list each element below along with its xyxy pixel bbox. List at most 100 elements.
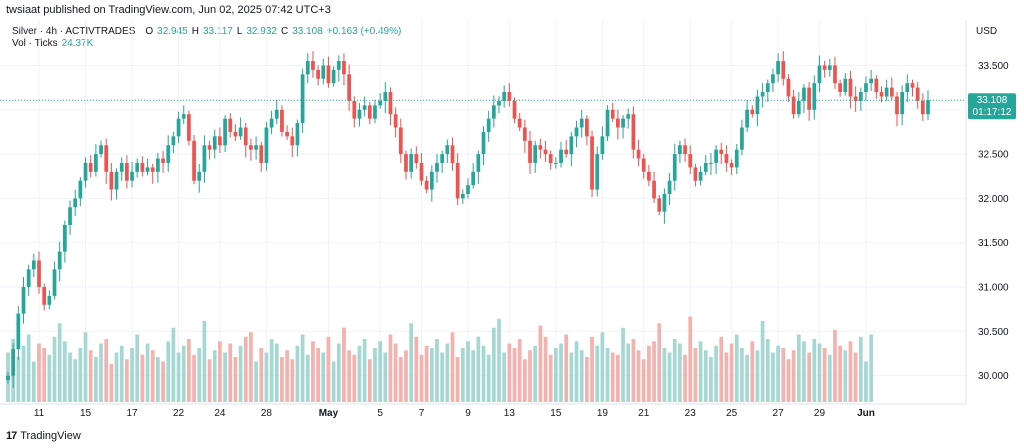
volume-bar — [486, 354, 491, 402]
candle-body — [879, 92, 884, 97]
volume-bar — [171, 327, 176, 402]
time-tick-label: 24 — [214, 408, 226, 419]
volume-bar — [802, 341, 806, 402]
candle-body — [192, 140, 196, 181]
volume-bar — [383, 352, 388, 402]
price-tick-label: 30.500 — [978, 327, 1009, 338]
volume-bar — [864, 361, 868, 402]
volume-bar — [822, 348, 827, 402]
volume-bar — [548, 354, 553, 402]
volume-bar — [249, 332, 253, 402]
time-tick-label: 22 — [173, 408, 185, 419]
candle-body — [760, 92, 765, 97]
time-tick-label: 7 — [419, 408, 425, 419]
volume-bar — [466, 341, 470, 402]
volume-bar — [31, 361, 36, 402]
volume-bar — [703, 350, 708, 402]
volume-bar — [393, 343, 398, 402]
candle-body — [647, 171, 651, 181]
volume-bar — [202, 321, 207, 402]
candle-body — [398, 127, 403, 155]
volume-bar — [528, 350, 532, 402]
symbol-name[interactable]: Silver · 4h · ACTIVTRADES — [12, 26, 136, 37]
volume-bar — [564, 334, 569, 402]
volume-bar — [833, 330, 837, 402]
tradingview-logo[interactable]: 17 TradingView — [6, 430, 81, 442]
candle-body — [181, 114, 186, 119]
volume-bar — [440, 352, 445, 402]
candle-body — [73, 198, 78, 208]
candle-body — [357, 109, 362, 119]
volume-bar — [853, 352, 858, 402]
volume-bar — [786, 359, 791, 402]
volume-bar — [471, 350, 476, 402]
candle-body — [125, 162, 129, 181]
low-label: L — [236, 26, 243, 37]
volume-bar — [197, 348, 202, 402]
candle-body — [156, 158, 160, 172]
volume-bar — [212, 350, 217, 402]
currency-label[interactable]: USD — [976, 26, 998, 37]
publish-info: twsiaat published on TradingView.com, Ju… — [6, 4, 331, 16]
volume-bar — [150, 350, 155, 402]
candle-body — [590, 136, 594, 190]
candle-body — [94, 154, 98, 172]
volume-bar — [104, 339, 109, 402]
volume-bar — [791, 350, 796, 402]
time-tick-label: 5 — [377, 408, 383, 419]
candle-body — [455, 162, 460, 199]
change-value: +0.163 (+0.49%) — [326, 26, 402, 37]
high-value: 33.117 — [202, 26, 233, 37]
volume-bar — [522, 359, 527, 402]
volume-bar — [729, 343, 734, 402]
volume-bar — [574, 341, 579, 402]
candle-body — [362, 105, 367, 110]
candle-body — [662, 193, 667, 212]
candle-body — [166, 145, 171, 163]
volume-bar — [507, 343, 512, 402]
time-tick-label: 27 — [773, 408, 785, 419]
volume-bar — [590, 336, 594, 402]
volume-bar — [233, 357, 238, 402]
volume-bar — [362, 339, 367, 402]
volume-bar — [47, 354, 52, 402]
volume-bar — [647, 345, 651, 402]
volume-bar — [259, 348, 264, 402]
volume-legend: Vol · Ticks 24.37K — [12, 38, 93, 49]
candle-body — [104, 145, 109, 172]
volume-bar — [765, 339, 770, 402]
volume-label[interactable]: Vol · Ticks — [12, 38, 58, 49]
candle-body — [238, 127, 243, 137]
grid-lines — [0, 20, 966, 404]
volume-bar — [724, 352, 729, 402]
candle-body — [512, 100, 517, 119]
candle-body — [554, 162, 558, 164]
volume-bar — [11, 339, 16, 402]
candle-body — [507, 92, 512, 101]
tv-logo-icon: 17 — [6, 430, 17, 442]
candle-body — [843, 78, 848, 93]
candle-body — [827, 65, 832, 70]
volume-bar — [419, 354, 424, 402]
candle-body — [750, 109, 755, 115]
volume-bar — [156, 357, 160, 402]
volume-bar — [734, 334, 739, 402]
volume-bar — [672, 339, 677, 402]
volume-bar — [109, 363, 114, 402]
volume-bar — [460, 348, 465, 402]
candle-body — [321, 65, 326, 79]
volume-bar — [166, 341, 171, 402]
volume-bar — [817, 343, 822, 402]
volume-bar — [450, 332, 455, 402]
open-value: 32.945 — [157, 26, 188, 37]
volume-bar — [750, 341, 755, 402]
volume-bar — [16, 357, 21, 402]
volume-bar — [243, 336, 248, 402]
volume-bar — [94, 357, 98, 402]
volume-bar — [585, 357, 589, 402]
candle-body — [900, 92, 905, 115]
volume-bar — [429, 348, 434, 402]
candle-body — [693, 167, 698, 181]
candle-body — [905, 83, 910, 93]
